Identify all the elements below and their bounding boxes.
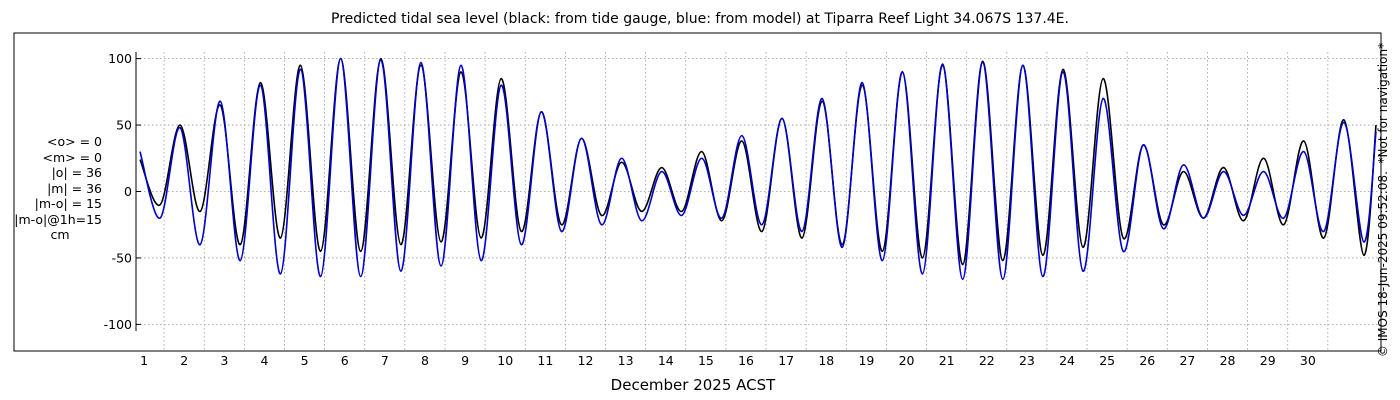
- grid: [136, 52, 1380, 351]
- disclaimer-text: *Not for navigation*: [1376, 42, 1390, 164]
- x-tick-label: 18: [818, 353, 834, 368]
- x-tick-label: 29: [1260, 353, 1276, 368]
- y-tick-label: 100: [108, 51, 132, 66]
- y-tick-label: -100: [104, 317, 132, 332]
- x-tick-label: 12: [578, 353, 594, 368]
- chart-title: Predicted tidal sea level (black: from t…: [331, 11, 1069, 27]
- y-tick-label: 50: [116, 118, 132, 133]
- x-tick-label: 1: [140, 353, 148, 368]
- x-tick-label: 11: [537, 353, 553, 368]
- x-tick-label: 16: [738, 353, 754, 368]
- x-tick-label: 6: [341, 353, 349, 368]
- x-tick-label: 7: [381, 353, 389, 368]
- x-tick-label: 27: [1179, 353, 1195, 368]
- x-tick-label: 30: [1300, 353, 1316, 368]
- x-tick-label: 24: [1059, 353, 1075, 368]
- x-tick-label: 3: [220, 353, 228, 368]
- x-tick-label: 28: [1220, 353, 1236, 368]
- series: [139, 57, 1377, 281]
- stats-panel: <o> = 0 <m> = 0 |o| = 36 |m| = 36 |m-o| …: [0, 134, 110, 243]
- stat-abs-observed: |o| = 36: [51, 165, 102, 180]
- stat-abs-diff: |m-o| = 15: [34, 196, 102, 211]
- x-tick-label: 9: [461, 353, 469, 368]
- x-tick-label: 4: [261, 353, 269, 368]
- stat-mean-model: <m> = 0: [42, 149, 103, 165]
- x-tick-label: 14: [658, 353, 674, 368]
- x-tick-label: 22: [979, 353, 995, 368]
- stat-unit: cm: [50, 227, 70, 242]
- x-tick-label: 21: [939, 353, 955, 368]
- series-line-model: [139, 57, 1377, 281]
- stat-abs-model: |m| = 36: [47, 180, 102, 196]
- x-tick-label: 2: [180, 353, 188, 368]
- x-tick-label: 17: [778, 353, 794, 368]
- x-tick-label: 8: [421, 353, 429, 368]
- x-tick-label: 26: [1139, 353, 1155, 368]
- x-axis-label: December 2025 ACST: [611, 376, 776, 394]
- x-tick-label: 19: [858, 353, 874, 368]
- stat-mean-observed: <o> = 0: [47, 134, 102, 149]
- stat-abs-diff-1h: |m-o|@1h=15: [14, 211, 102, 227]
- y-tick-label: 0: [124, 184, 132, 199]
- x-tick-label: 10: [497, 353, 513, 368]
- x-tick-label: 15: [698, 353, 714, 368]
- x-tick-label: 5: [301, 353, 309, 368]
- x-tick-label: 23: [1019, 353, 1035, 368]
- x-tick-label: 20: [899, 353, 915, 368]
- plot-frame: [13, 32, 1382, 352]
- credit-text: © IMOS 18-Jun-2025 09:52:08.: [1376, 171, 1390, 358]
- x-tick-label: 25: [1099, 353, 1115, 368]
- y-tick-label: -50: [112, 250, 132, 265]
- x-tick-label: 13: [618, 353, 634, 368]
